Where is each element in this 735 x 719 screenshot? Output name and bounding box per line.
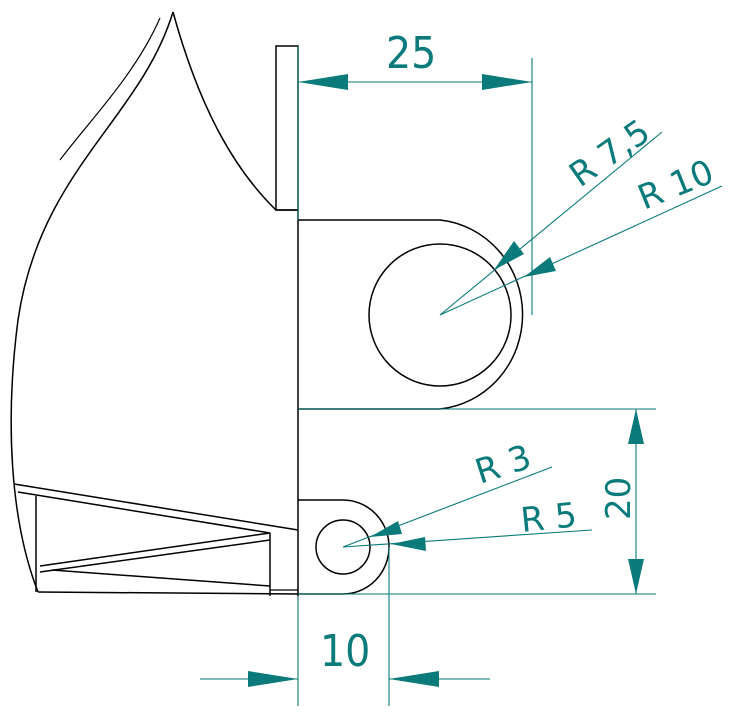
dimension-25-label: 25 [386, 28, 436, 79]
radius-small-outer: R 5 [342, 495, 593, 551]
radius-small-inner-label: R 3 [470, 437, 536, 492]
left-body-outline [10, 11, 298, 593]
dimension-25: 25 [297, 28, 533, 315]
large-hole [368, 243, 512, 387]
radius-large-inner: R 7,5 [439, 112, 663, 316]
radius-small-outer-label: R 5 [519, 495, 579, 541]
dimension-20: 20 [298, 408, 656, 595]
dimension-10: 10 [200, 547, 490, 706]
bottom-wedge [13, 483, 299, 596]
small-hole [315, 519, 371, 575]
large-lug [298, 219, 524, 410]
radius-small-inner: R 3 [342, 437, 553, 548]
dimension-20-label: 20 [599, 477, 639, 520]
radius-large-outer-label: R 10 [632, 152, 719, 218]
top-plate [275, 45, 299, 211]
dimension-10-label: 10 [320, 626, 370, 677]
